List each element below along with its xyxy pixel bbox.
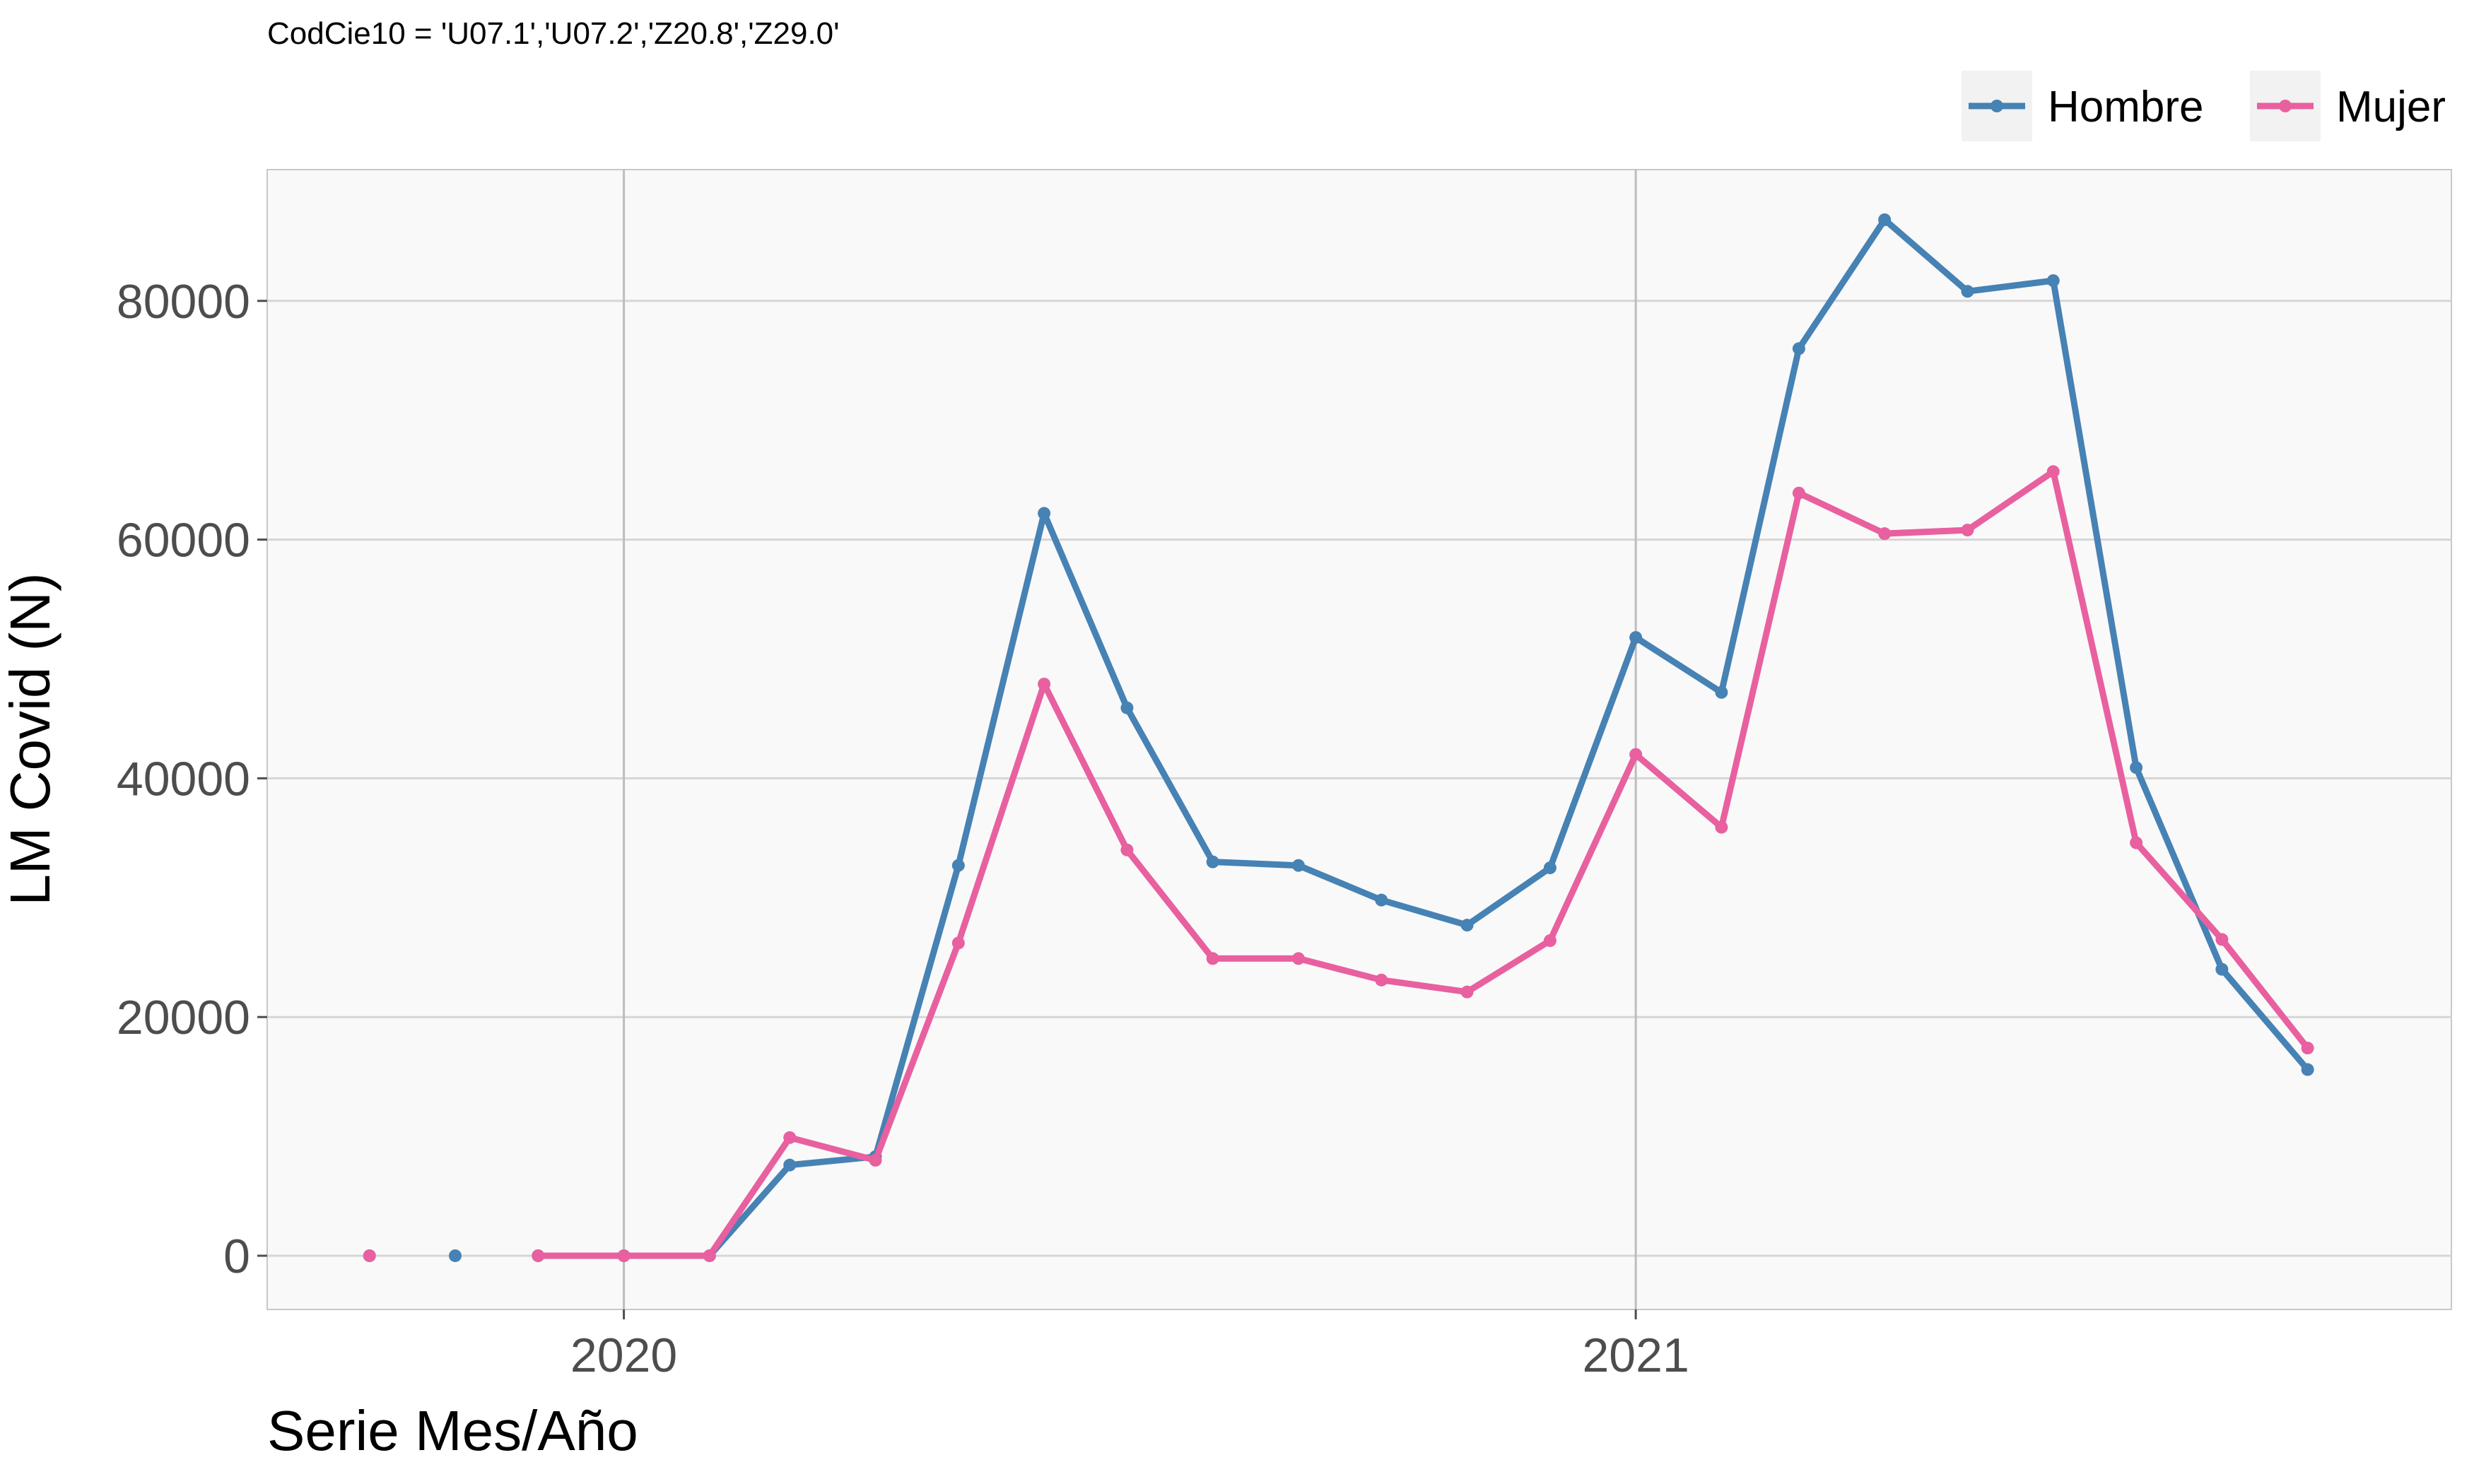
- y-axis-title: LM Covid (N): [0, 572, 61, 905]
- data-point-mujer: [1038, 677, 1051, 690]
- x-tick-label: 2020: [570, 1329, 677, 1382]
- tick-labels: 0 20000 40000 60000 80000 2020 2021: [117, 275, 1689, 1382]
- y-tick-label: 80000: [117, 275, 250, 329]
- data-point-hombre: [1291, 859, 1305, 872]
- data-point-hombre: [448, 1249, 462, 1262]
- data-point-mujer: [617, 1249, 631, 1262]
- data-point-mujer: [2046, 465, 2060, 478]
- data-point-hombre: [783, 1158, 797, 1172]
- series: [363, 213, 2314, 1262]
- data-point-hombre: [1878, 213, 1892, 226]
- data-point-mujer: [1206, 952, 1219, 965]
- data-point-mujer: [1291, 952, 1305, 965]
- data-point-mujer: [703, 1249, 716, 1262]
- data-point-hombre: [1792, 342, 1805, 355]
- data-point-mujer: [532, 1249, 545, 1262]
- legend-label-hombre: Hombre: [2048, 83, 2204, 131]
- data-point-hombre: [1715, 685, 1728, 699]
- data-point-mujer: [2215, 933, 2229, 946]
- data-point-hombre: [1460, 919, 1474, 932]
- data-point-hombre: [951, 859, 965, 872]
- legend-marker-mujer: [2279, 100, 2292, 112]
- data-point-mujer: [2130, 836, 2143, 849]
- data-point-mujer: [1543, 934, 1556, 948]
- data-point-mujer: [869, 1153, 882, 1167]
- data-point-hombre: [1120, 701, 1134, 714]
- chart-subtitle: CodCie10 = 'U07.1','U07.2','Z20.8','Z29.…: [267, 16, 840, 51]
- data-point-mujer: [1629, 748, 1643, 761]
- x-axis-title: Serie Mes/Año: [267, 1399, 638, 1462]
- data-point-hombre: [2046, 274, 2060, 288]
- legend-label-mujer: Mujer: [2336, 83, 2446, 131]
- data-point-mujer: [1878, 527, 1892, 541]
- data-point-hombre: [2215, 962, 2229, 976]
- data-point-hombre: [1543, 861, 1556, 875]
- data-point-mujer: [2301, 1042, 2314, 1055]
- data-point-hombre: [2301, 1063, 2314, 1076]
- data-point-hombre: [1375, 893, 1388, 907]
- data-point-mujer: [1961, 524, 1974, 537]
- plot-panel: [266, 169, 2452, 1310]
- y-tick-label: 40000: [117, 752, 250, 806]
- series-mujer: [363, 465, 2314, 1262]
- legend: Hombre Mujer: [1962, 71, 2446, 141]
- y-tick-label: 60000: [117, 514, 250, 567]
- data-point-mujer: [1460, 985, 1474, 999]
- data-point-hombre: [1038, 507, 1051, 520]
- data-point-mujer: [363, 1249, 376, 1262]
- data-point-hombre: [1961, 285, 1974, 298]
- data-point-mujer: [1120, 843, 1134, 856]
- series-line-mujer: [534, 468, 2311, 1259]
- data-point-hombre: [1206, 855, 1219, 868]
- data-point-mujer: [783, 1131, 797, 1144]
- data-point-hombre: [2130, 761, 2143, 775]
- y-tick-label: 20000: [117, 991, 250, 1044]
- data-point-mujer: [1715, 820, 1728, 834]
- x-tick-label: 2021: [1582, 1329, 1689, 1382]
- data-point-hombre: [1629, 631, 1643, 644]
- y-tick-label: 0: [223, 1230, 250, 1283]
- data-point-mujer: [951, 936, 965, 950]
- data-point-mujer: [1375, 973, 1388, 987]
- series-line-hombre: [534, 216, 2311, 1259]
- legend-marker-hombre: [1991, 100, 2003, 112]
- data-point-mujer: [1792, 486, 1805, 500]
